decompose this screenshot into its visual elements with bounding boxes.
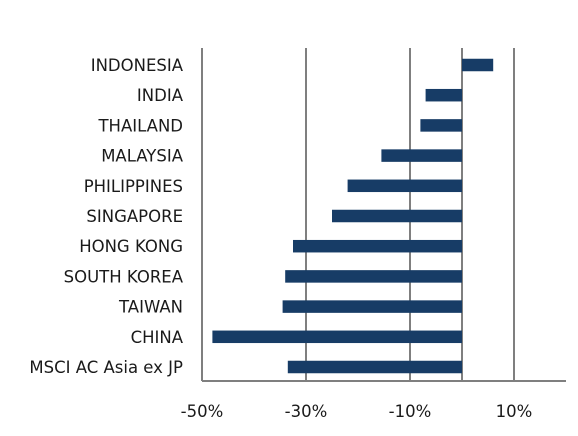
bar-taiwan: [282, 300, 462, 313]
category-labels: INDONESIA INDIA THAILAND MALAYSIA PHILIPPINE…: [29, 56, 183, 377]
category-label-msci-ac-asia-ex-jp: MSCI AC Asia ex JP: [29, 358, 183, 377]
x-tick-label-minus-50: -50%: [181, 402, 224, 421]
bar-msci-ac-asia-ex-jp: [287, 360, 462, 374]
bar-malaysia: [381, 149, 462, 162]
bars: [212, 58, 494, 374]
category-label-taiwan: TAIWAN: [118, 298, 183, 317]
x-axis-ticks: -50% -30% -10% 10%: [181, 402, 533, 421]
bar-hong-kong: [293, 239, 462, 253]
category-label-singapore: SINGAPORE: [86, 207, 183, 226]
category-label-hong-kong: HONG KONG: [79, 237, 183, 256]
category-label-south-korea: SOUTH KOREA: [64, 267, 184, 286]
category-label-philippines: PHILIPPINES: [84, 177, 183, 196]
bar-china: [212, 330, 462, 344]
category-label-china: CHINA: [131, 328, 184, 347]
bar-south-korea: [285, 270, 462, 283]
category-label-thailand: THAILAND: [97, 116, 183, 135]
category-label-indonesia: INDONESIA: [91, 56, 184, 75]
x-tick-label-minus-10: -10%: [389, 402, 432, 421]
category-label-malaysia: MALAYSIA: [101, 147, 184, 166]
bar-singapore: [332, 209, 462, 223]
x-tick-label-10: 10%: [496, 402, 533, 421]
bar-india: [425, 88, 462, 102]
bar-philippines: [347, 179, 462, 193]
x-tick-label-minus-30: -30%: [285, 402, 328, 421]
bar-thailand: [420, 119, 462, 132]
bar-indonesia: [462, 58, 494, 72]
category-label-india: INDIA: [137, 86, 184, 105]
